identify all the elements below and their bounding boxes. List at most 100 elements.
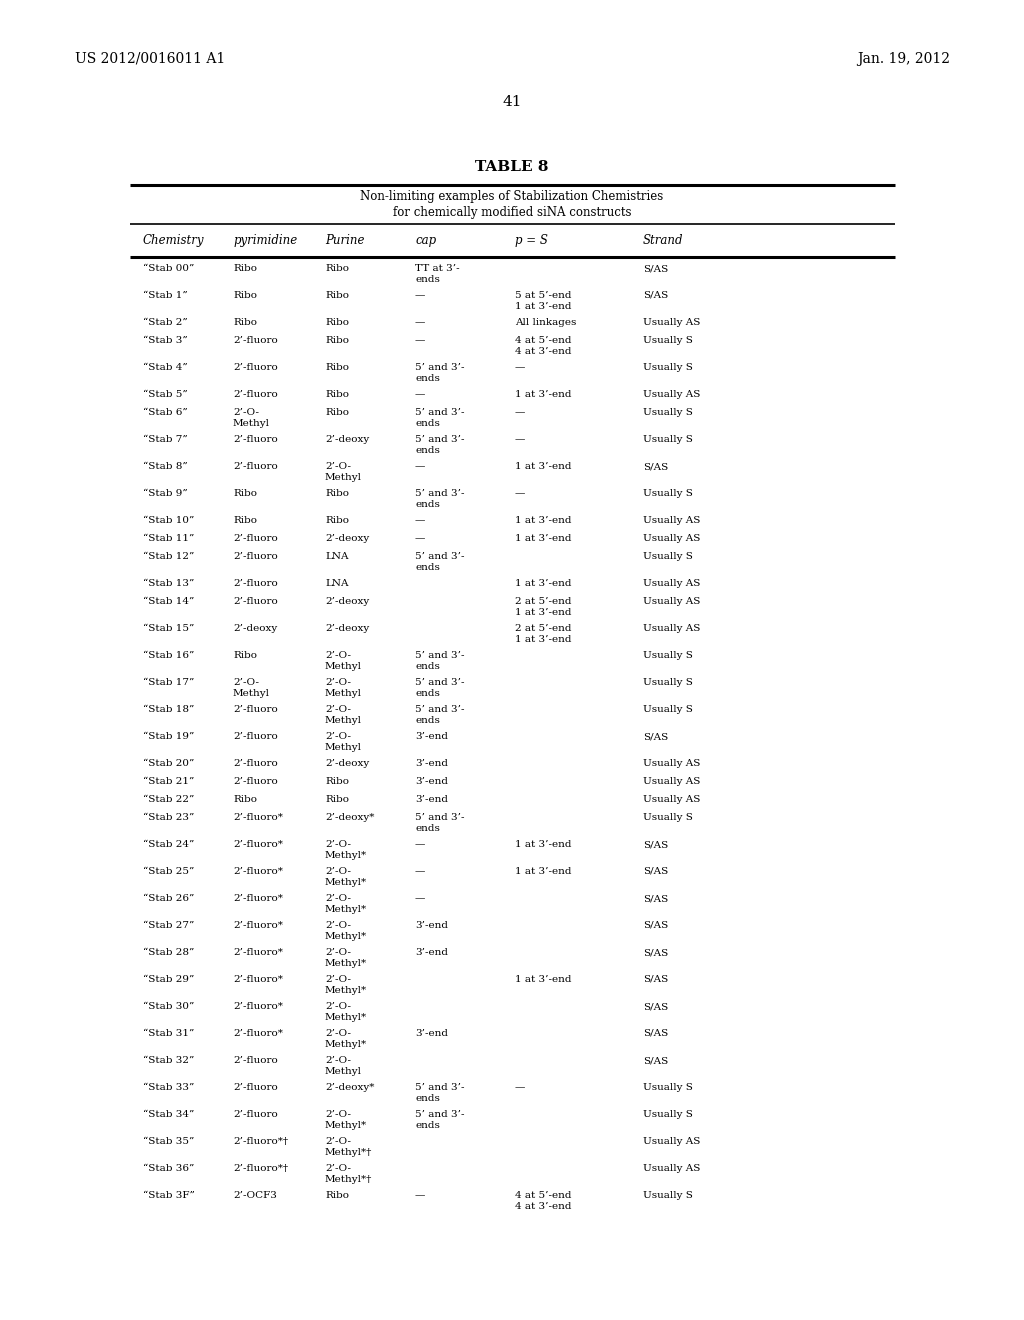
Text: Usually S: Usually S [643, 813, 693, 822]
Text: Ribo: Ribo [325, 318, 349, 327]
Text: 5’ and 3’-
ends: 5’ and 3’- ends [415, 488, 465, 510]
Text: 3’-end: 3’-end [415, 759, 449, 768]
Text: 5’ and 3’-
ends: 5’ and 3’- ends [415, 363, 465, 383]
Text: 2’-fluoro: 2’-fluoro [233, 389, 278, 399]
Text: —: — [415, 318, 425, 327]
Text: 2’-O-
Methyl*†: 2’-O- Methyl*† [325, 1164, 373, 1184]
Text: “Stab 14”: “Stab 14” [143, 597, 195, 606]
Text: 2’-fluoro: 2’-fluoro [233, 597, 278, 606]
Text: 1 at 3’-end: 1 at 3’-end [515, 535, 571, 543]
Text: —: — [415, 840, 425, 849]
Text: “Stab 36”: “Stab 36” [143, 1164, 195, 1173]
Text: Ribo: Ribo [325, 408, 349, 417]
Text: 1 at 3’-end: 1 at 3’-end [515, 462, 571, 471]
Text: p = S: p = S [515, 234, 548, 247]
Text: Ribo: Ribo [233, 516, 257, 525]
Text: 3’-end: 3’-end [415, 1030, 449, 1038]
Text: 2’-fluoro*†: 2’-fluoro*† [233, 1164, 288, 1173]
Text: Ribo: Ribo [233, 795, 257, 804]
Text: 2’-O-
Methyl*: 2’-O- Methyl* [325, 975, 368, 995]
Text: 2’-fluoro*: 2’-fluoro* [233, 867, 283, 876]
Text: Purine: Purine [325, 234, 365, 247]
Text: 2’-O-
Methyl*: 2’-O- Methyl* [325, 1002, 368, 1022]
Text: 2’-fluoro*: 2’-fluoro* [233, 975, 283, 983]
Text: “Stab 2”: “Stab 2” [143, 318, 187, 327]
Text: cap: cap [415, 234, 436, 247]
Text: 2’-O-
Methyl*: 2’-O- Methyl* [325, 948, 368, 968]
Text: 1 at 3’-end: 1 at 3’-end [515, 579, 571, 587]
Text: 2’-deoxy: 2’-deoxy [325, 624, 370, 634]
Text: 2’-OCF3: 2’-OCF3 [233, 1191, 276, 1200]
Text: All linkages: All linkages [515, 318, 577, 327]
Text: Usually S: Usually S [643, 436, 693, 444]
Text: Ribo: Ribo [233, 318, 257, 327]
Text: “Stab 35”: “Stab 35” [143, 1137, 195, 1146]
Text: 3’-end: 3’-end [415, 733, 449, 741]
Text: 2’-fluoro*†: 2’-fluoro*† [233, 1137, 288, 1146]
Text: “Stab 33”: “Stab 33” [143, 1082, 195, 1092]
Text: Ribo: Ribo [325, 795, 349, 804]
Text: 2’-fluoro: 2’-fluoro [233, 552, 278, 561]
Text: 41: 41 [502, 95, 522, 110]
Text: Usually S: Usually S [643, 1110, 693, 1119]
Text: 2 at 5’-end
1 at 3’-end: 2 at 5’-end 1 at 3’-end [515, 624, 571, 644]
Text: 3’-end: 3’-end [415, 948, 449, 957]
Text: “Stab 24”: “Stab 24” [143, 840, 195, 849]
Text: 5’ and 3’-
ends: 5’ and 3’- ends [415, 651, 465, 671]
Text: —: — [415, 389, 425, 399]
Text: Ribo: Ribo [325, 488, 349, 498]
Text: S/AS: S/AS [643, 867, 669, 876]
Text: 2’-O-
Methyl: 2’-O- Methyl [325, 678, 362, 698]
Text: Chemistry: Chemistry [143, 234, 205, 247]
Text: “Stab 20”: “Stab 20” [143, 759, 195, 768]
Text: “Stab 28”: “Stab 28” [143, 948, 195, 957]
Text: —: — [415, 462, 425, 471]
Text: 2’-fluoro: 2’-fluoro [233, 363, 278, 372]
Text: 5’ and 3’-
ends: 5’ and 3’- ends [415, 408, 465, 428]
Text: 5’ and 3’-
ends: 5’ and 3’- ends [415, 552, 465, 572]
Text: Usually S: Usually S [643, 488, 693, 498]
Text: Usually S: Usually S [643, 651, 693, 660]
Text: 5’ and 3’-
ends: 5’ and 3’- ends [415, 705, 465, 725]
Text: 2’-fluoro*: 2’-fluoro* [233, 948, 283, 957]
Text: Usually AS: Usually AS [643, 535, 700, 543]
Text: Jan. 19, 2012: Jan. 19, 2012 [857, 51, 950, 66]
Text: S/AS: S/AS [643, 1030, 669, 1038]
Text: 2’-deoxy*: 2’-deoxy* [325, 813, 375, 822]
Text: “Stab 00”: “Stab 00” [143, 264, 195, 273]
Text: 2’-O-
Methyl*: 2’-O- Methyl* [325, 1110, 368, 1130]
Text: 2’-fluoro: 2’-fluoro [233, 733, 278, 741]
Text: 5’ and 3’-
ends: 5’ and 3’- ends [415, 1110, 465, 1130]
Text: “Stab 30”: “Stab 30” [143, 1002, 195, 1011]
Text: 2’-fluoro: 2’-fluoro [233, 1082, 278, 1092]
Text: 1 at 3’-end: 1 at 3’-end [515, 840, 571, 849]
Text: S/AS: S/AS [643, 264, 669, 273]
Text: “Stab 3F”: “Stab 3F” [143, 1191, 195, 1200]
Text: S/AS: S/AS [643, 1056, 669, 1065]
Text: —: — [415, 516, 425, 525]
Text: 2’-fluoro*: 2’-fluoro* [233, 1030, 283, 1038]
Text: Usually AS: Usually AS [643, 318, 700, 327]
Text: Ribo: Ribo [233, 488, 257, 498]
Text: “Stab 26”: “Stab 26” [143, 894, 195, 903]
Text: S/AS: S/AS [643, 840, 669, 849]
Text: Usually AS: Usually AS [643, 597, 700, 606]
Text: 2’-fluoro: 2’-fluoro [233, 337, 278, 345]
Text: 2’-fluoro: 2’-fluoro [233, 436, 278, 444]
Text: —: — [515, 488, 525, 498]
Text: “Stab 9”: “Stab 9” [143, 488, 187, 498]
Text: S/AS: S/AS [643, 894, 669, 903]
Text: Non-limiting examples of Stabilization Chemistries: Non-limiting examples of Stabilization C… [360, 190, 664, 203]
Text: 1 at 3’-end: 1 at 3’-end [515, 516, 571, 525]
Text: “Stab 22”: “Stab 22” [143, 795, 195, 804]
Text: Ribo: Ribo [233, 264, 257, 273]
Text: 2’-deoxy: 2’-deoxy [325, 759, 370, 768]
Text: 2’-fluoro: 2’-fluoro [233, 462, 278, 471]
Text: “Stab 11”: “Stab 11” [143, 535, 195, 543]
Text: “Stab 25”: “Stab 25” [143, 867, 195, 876]
Text: Ribo: Ribo [325, 777, 349, 785]
Text: 1 at 3’-end: 1 at 3’-end [515, 389, 571, 399]
Text: Usually S: Usually S [643, 1191, 693, 1200]
Text: 2’-O-
Methyl*: 2’-O- Methyl* [325, 1030, 368, 1049]
Text: S/AS: S/AS [643, 290, 669, 300]
